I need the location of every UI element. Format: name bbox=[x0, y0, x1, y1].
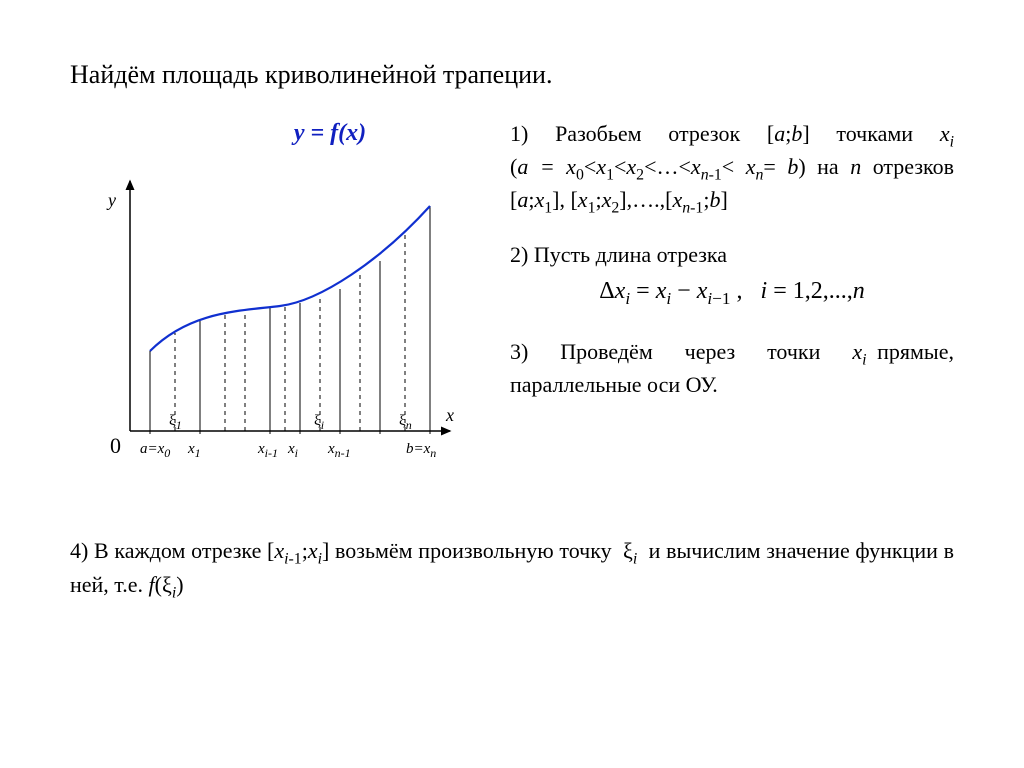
step-4-text: 4) В каждом отрезке [xi-1;xi] возьмём пр… bbox=[70, 536, 954, 604]
step-2-label: 2) Пусть длина отрезка bbox=[510, 241, 954, 270]
function-label: y = f(x) bbox=[190, 120, 470, 147]
svg-text:a=x0: a=x0 bbox=[140, 441, 170, 460]
page-title: Найдём площадь криволинейной трапеции. bbox=[70, 60, 954, 90]
step-3-text: 3) Проведём через точки xi прямые, парал… bbox=[510, 338, 954, 400]
svg-text:ξi: ξi bbox=[314, 413, 324, 432]
text-column: 1) Разобьем отрезок [a;b] точками xi (a … bbox=[510, 120, 954, 399]
svg-text:xi: xi bbox=[287, 441, 298, 460]
delta-x-formula: Δxi = xi − xi−1 , i = 1,2,...,n bbox=[510, 276, 954, 310]
svg-text:xi-1: xi-1 bbox=[257, 441, 278, 460]
step-1-text: 1) Разобьем отрезок [a;b] точками xi (a … bbox=[510, 120, 954, 219]
riemann-chart: y x 0 ξ1 ξi ξn a=x0 x1 xi-1 xi xn-1 b=xn bbox=[70, 151, 470, 491]
svg-text:x1: x1 bbox=[187, 441, 201, 460]
chart-column: y = f(x) y x 0 ξ1 ξi ξn a=x0 x1 xi-1 xi xn-1 b=xn bbox=[70, 120, 470, 496]
svg-text:xn-1: xn-1 bbox=[327, 441, 351, 460]
svg-text:ξ1: ξ1 bbox=[169, 413, 182, 432]
svg-text:0: 0 bbox=[110, 433, 121, 458]
svg-text:ξn: ξn bbox=[399, 413, 412, 432]
svg-text:x: x bbox=[445, 405, 454, 425]
svg-text:b=xn: b=xn bbox=[406, 441, 436, 460]
svg-text:y: y bbox=[106, 190, 116, 210]
